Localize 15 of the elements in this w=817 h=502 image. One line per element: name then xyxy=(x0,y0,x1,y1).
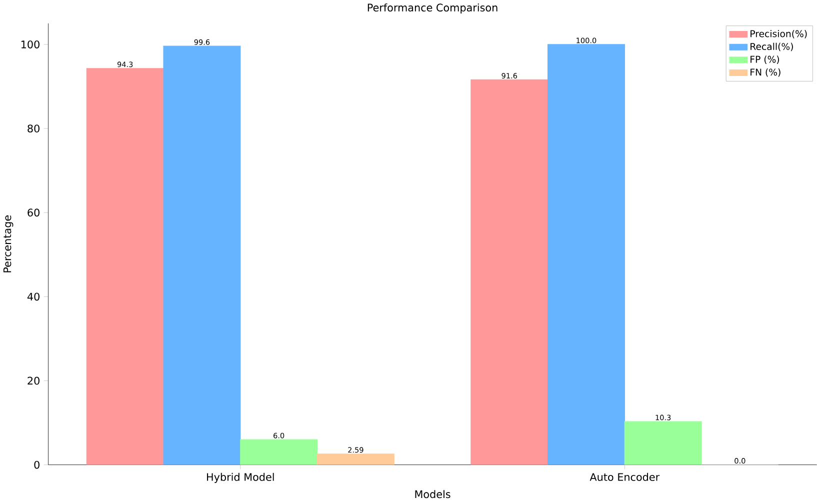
legend-label: FP (%) xyxy=(750,56,780,64)
x-tick-label: Hybrid Model xyxy=(207,473,274,484)
y-tick-label: 60 xyxy=(28,208,40,217)
y-tick-label: 100 xyxy=(21,40,40,49)
legend-label: Recall(%) xyxy=(750,43,793,52)
legend-label: FN (%) xyxy=(750,68,780,77)
legend-label: Precision(%) xyxy=(750,30,807,39)
x-axis-title: Models xyxy=(415,490,450,498)
y-axis-title: Percentage xyxy=(3,216,14,272)
y-tick-label: 80 xyxy=(28,124,40,133)
y-tick-label: 0 xyxy=(34,461,40,469)
chart-title: Performance Comparison xyxy=(368,4,498,14)
y-tick-label: 20 xyxy=(28,376,40,385)
y-tick-label: 40 xyxy=(27,292,40,301)
x-tick-label: Auto Encoder xyxy=(590,473,660,482)
